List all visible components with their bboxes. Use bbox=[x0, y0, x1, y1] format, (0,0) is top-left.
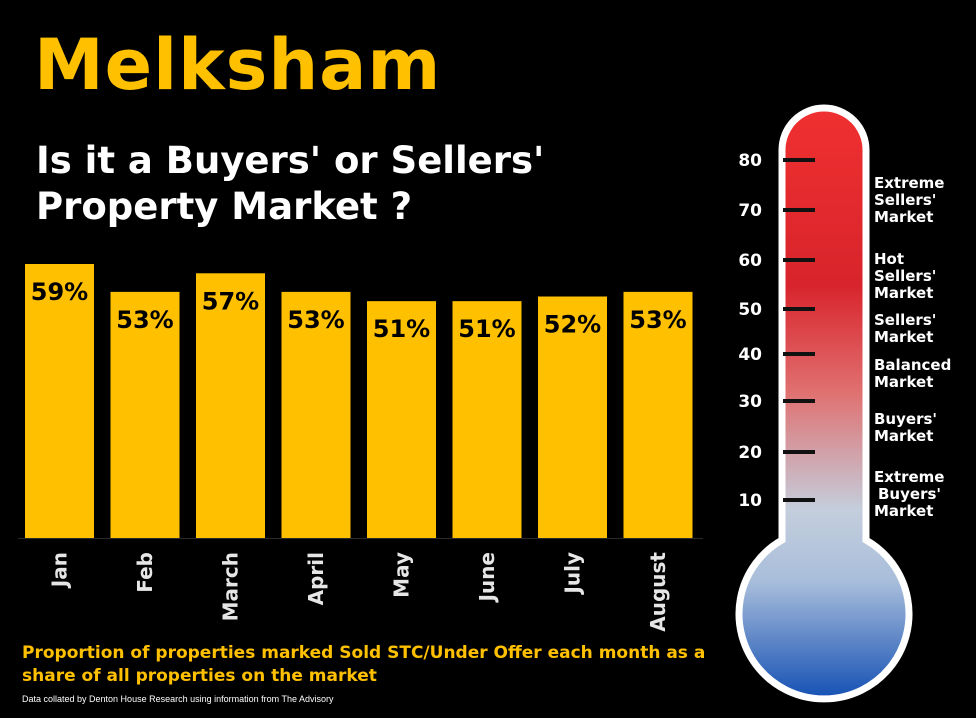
bar-data-label: 52% bbox=[544, 311, 601, 339]
data-source-note: Data collated by Denton House Research u… bbox=[22, 694, 334, 704]
x-tick-label: July bbox=[561, 552, 585, 596]
bar bbox=[196, 273, 265, 538]
bar bbox=[281, 291, 351, 538]
thermometer-ticks: 80 70 60 50 40 30 20 10 bbox=[738, 151, 815, 511]
x-tick-label: Feb bbox=[133, 552, 157, 593]
thermometer-zone-label: Extreme Sellers' Market bbox=[874, 174, 944, 226]
x-tick-label: Jan bbox=[48, 552, 72, 589]
bar-data-label: 51% bbox=[373, 315, 430, 343]
subtitle-line-2: Property Market ? bbox=[36, 185, 413, 228]
thermometer-tick-label: 20 bbox=[738, 443, 762, 463]
thermometer-zone-label: Extreme Buyers' Market bbox=[874, 468, 944, 520]
thermometer-tick-label: 60 bbox=[738, 251, 762, 271]
bar bbox=[110, 291, 180, 538]
thermometer-zone-label: Sellers' Market bbox=[874, 311, 936, 346]
thermometer-tick-label: 40 bbox=[738, 345, 762, 365]
x-tick-label: May bbox=[390, 552, 414, 598]
thermometer-tick-label: 30 bbox=[738, 392, 762, 412]
x-tick-label: April bbox=[304, 552, 328, 605]
bar-data-label: 51% bbox=[458, 315, 515, 343]
thermometer-zone-labels: Extreme Sellers' Market Hot Sellers' Market Se… bbox=[874, 174, 951, 520]
bar-data-label: 53% bbox=[629, 306, 686, 334]
bar-data-label: 59% bbox=[31, 278, 88, 306]
thermometer-tick-label: 10 bbox=[738, 491, 762, 511]
bar bbox=[25, 264, 94, 538]
thermometer-zone-label: Hot Sellers' Market bbox=[874, 250, 936, 302]
thermometer-tick-label: 80 bbox=[738, 151, 762, 171]
thermometer-zone-label: Buyers' Market bbox=[874, 410, 937, 445]
bar-data-label: 57% bbox=[202, 287, 259, 315]
x-tick-label: August bbox=[646, 552, 670, 632]
page-subtitle: Is it a Buyers' or Sellers' Property Mar… bbox=[36, 138, 656, 230]
chart-caption: Proportion of properties marked Sold STC… bbox=[22, 643, 706, 686]
thermometer-tick-label: 70 bbox=[738, 201, 762, 221]
bar bbox=[452, 301, 522, 538]
page-title: Melksham bbox=[34, 24, 442, 106]
bar bbox=[623, 291, 693, 538]
thermometer-body bbox=[735, 104, 913, 703]
x-tick-label: March bbox=[219, 552, 243, 621]
bar-data-label: 53% bbox=[287, 306, 344, 334]
bar bbox=[367, 301, 436, 538]
subtitle-line-1: Is it a Buyers' or Sellers' bbox=[36, 139, 545, 182]
thermometer-tick-label: 50 bbox=[738, 300, 762, 320]
thermometer-zone-label: Balanced Market bbox=[874, 356, 951, 391]
bar-data-label: 53% bbox=[116, 306, 173, 334]
bar bbox=[538, 296, 607, 538]
x-tick-label: June bbox=[475, 552, 499, 603]
